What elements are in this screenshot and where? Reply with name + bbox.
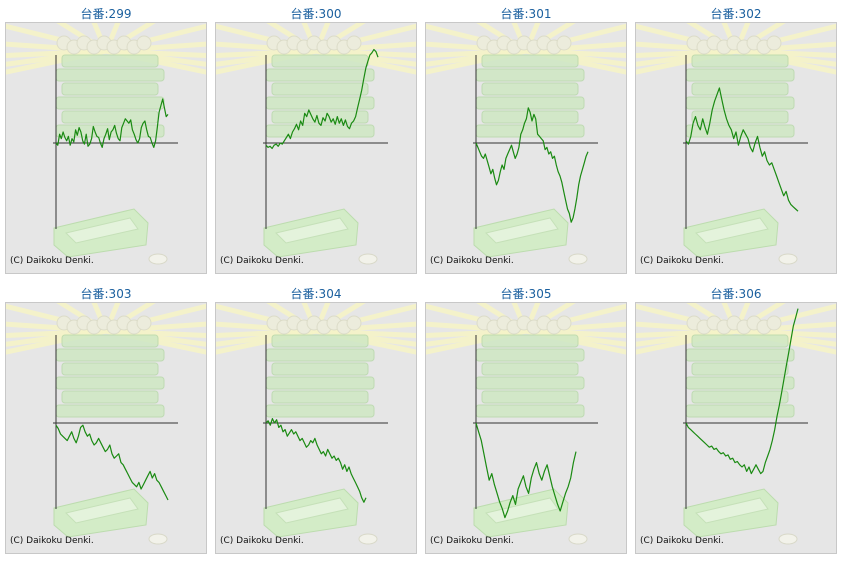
series-line [55,424,169,501]
chart-frame: (C) Daikoku Denki. [425,22,627,274]
copyright-label: (C) Daikoku Denki. [220,256,304,266]
chart-frame: (C) Daikoku Denki. [635,22,837,274]
background-illustration [426,23,626,265]
copyright-label: (C) Daikoku Denki. [10,256,94,266]
series-line [265,417,367,503]
machine-number-title[interactable]: 台番:303 [80,287,132,301]
machine-chart-card[interactable]: 台番:304 (C) Daikoku Denki. [212,280,420,554]
background-illustration [216,303,416,545]
slump-chart [426,303,626,545]
slump-chart [216,303,416,545]
slump-chart [636,303,836,545]
copyright-label: (C) Daikoku Denki. [430,256,514,266]
machine-number-title[interactable]: 台番:306 [710,287,762,301]
machine-chart-card[interactable]: 台番:306 (C) Daikoku Denki. [632,280,840,554]
copyright-label: (C) Daikoku Denki. [640,536,724,546]
copyright-label: (C) Daikoku Denki. [10,536,94,546]
machine-chart-card[interactable]: 台番:302 (C) Daikoku Denki. [632,0,840,274]
machine-number-title[interactable]: 台番:300 [290,7,342,21]
copyright-label: (C) Daikoku Denki. [640,256,724,266]
machine-chart-card[interactable]: 台番:305 (C) Daikoku Denki. [422,280,630,554]
chart-frame: (C) Daikoku Denki. [635,302,837,554]
series-line [265,48,379,150]
chart-frame: (C) Daikoku Denki. [5,22,207,274]
slump-chart [426,23,626,265]
series-line [475,107,589,223]
copyright-label: (C) Daikoku Denki. [220,536,304,546]
copyright-label: (C) Daikoku Denki. [430,536,514,546]
series-line [55,98,169,149]
machine-number-title[interactable]: 台番:305 [500,287,552,301]
background-illustration [6,303,206,545]
machine-chart-card[interactable]: 台番:303 (C) Daikoku Denki. [2,280,210,554]
machine-number-title[interactable]: 台番:302 [710,7,762,21]
series-line [475,422,577,519]
machine-chart-card[interactable]: 台番:301 (C) Daikoku Denki. [422,0,630,274]
slump-chart [636,23,836,265]
machine-number-title[interactable]: 台番:304 [290,287,342,301]
slump-chart [6,23,206,265]
background-illustration [6,23,206,265]
chart-frame: (C) Daikoku Denki. [215,22,417,274]
series-line [685,308,799,475]
chart-frame: (C) Daikoku Denki. [5,302,207,554]
chart-frame: (C) Daikoku Denki. [215,302,417,554]
machine-number-title[interactable]: 台番:299 [80,7,132,21]
series-line [685,87,799,212]
machine-number-title[interactable]: 台番:301 [500,7,552,21]
machine-chart-card[interactable]: 台番:299 (C) Daikoku Denki. [2,0,210,274]
machine-chart-card[interactable]: 台番:300 (C) Daikoku Denki. [212,0,420,274]
background-illustration [636,23,836,265]
background-illustration [426,303,626,545]
chart-frame: (C) Daikoku Denki. [425,302,627,554]
background-illustration [636,303,836,545]
slump-chart [216,23,416,265]
slump-chart [6,303,206,545]
